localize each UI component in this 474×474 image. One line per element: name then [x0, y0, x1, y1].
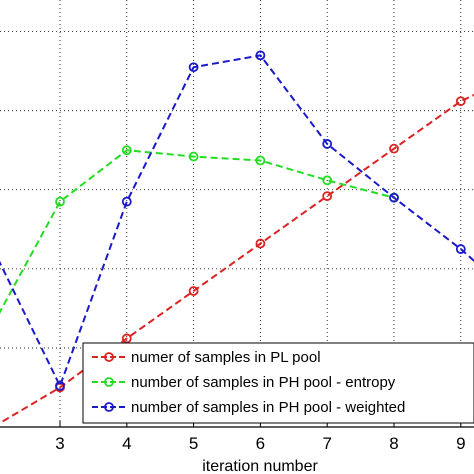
x-tick-labels: 3 4 5 6 7 8 9: [55, 434, 465, 453]
x-tick-label: 9: [456, 434, 465, 453]
legend-swatch-marker: [104, 402, 114, 412]
legend-swatch-marker: [104, 377, 114, 387]
data-point: [255, 155, 266, 166]
series-line: [0, 149, 395, 314]
x-tick-label: 3: [55, 434, 64, 453]
data-point: [322, 175, 333, 186]
legend-swatch-marker: [104, 352, 114, 362]
x-axis-title: iteration number: [202, 458, 318, 474]
series: [0, 50, 474, 425]
series-line: [0, 54, 474, 389]
data-point: [188, 151, 199, 162]
legend-entry-3: number of samples in PH pool - weighted: [92, 399, 405, 416]
x-tick-label: 7: [322, 434, 331, 453]
x-tick-label: 5: [189, 434, 198, 453]
data-point: [322, 191, 333, 202]
data-point: [121, 333, 132, 344]
axes: [0, 421, 474, 428]
legend-entry-1: numer of samples in PL pool: [92, 349, 321, 366]
series-3: [0, 50, 474, 391]
x-tick-label: 4: [122, 434, 131, 453]
x-tick-label: 6: [256, 434, 265, 453]
data-point: [322, 139, 333, 149]
data-point: [255, 238, 266, 249]
legend: numer of samples in PL pool number of sam…: [82, 342, 474, 424]
data-point: [255, 50, 266, 61]
x-tick-label: 8: [389, 434, 398, 453]
data-point: [455, 96, 466, 107]
data-point: [55, 196, 65, 207]
legend-label: number of samples in PH pool - entropy: [131, 374, 396, 391]
data-point: [188, 62, 199, 73]
data-point: [389, 143, 399, 154]
legend-label: number of samples in PH pool - weighted: [131, 399, 405, 416]
legend-label: numer of samples in PL pool: [131, 349, 321, 366]
data-point: [121, 145, 132, 156]
data-point: [55, 380, 65, 391]
data-point: [455, 244, 466, 254]
data-point: [389, 192, 399, 203]
legend-entry-2: number of samples in PH pool - entropy: [92, 374, 396, 391]
legend-box: [82, 342, 474, 424]
series-line: [0, 93, 474, 425]
series-1: [0, 93, 474, 425]
data-point: [188, 286, 199, 296]
data-point: [121, 196, 132, 207]
